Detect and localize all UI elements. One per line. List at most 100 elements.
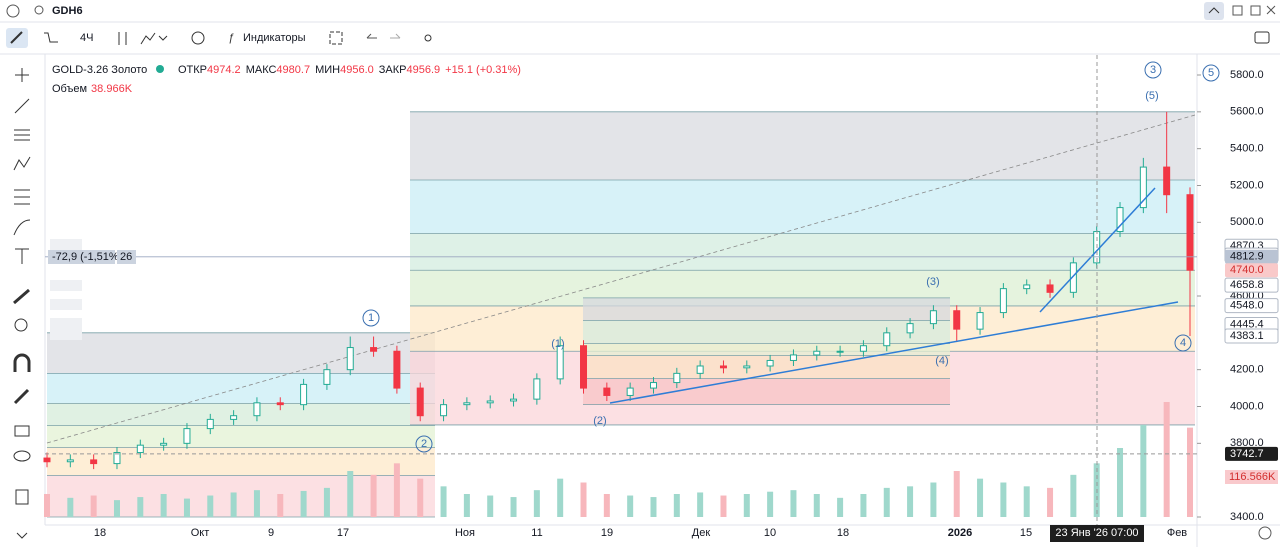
expand[interactable] bbox=[16, 532, 28, 539]
lock-draw[interactable] bbox=[13, 388, 30, 405]
volume-bar bbox=[440, 486, 447, 517]
price-tag-label: 4383.1 bbox=[1230, 330, 1264, 342]
delete-tool[interactable] bbox=[15, 489, 29, 505]
wave-label: (2) bbox=[593, 415, 606, 427]
candle-body bbox=[253, 402, 261, 417]
crosshair-tool[interactable] bbox=[15, 68, 29, 82]
lock-tool[interactable] bbox=[14, 425, 30, 437]
volume-bar bbox=[907, 486, 914, 517]
alert-row[interactable] bbox=[50, 239, 82, 250]
magnet-tool[interactable] bbox=[13, 353, 31, 372]
volume-bar bbox=[557, 478, 564, 517]
order-qty-box[interactable] bbox=[117, 250, 136, 264]
redo[interactable] bbox=[390, 33, 401, 39]
trend-dashed bbox=[46, 114, 1196, 444]
volume-row: Объем 38.966K bbox=[52, 83, 133, 95]
search-icon[interactable] bbox=[34, 5, 44, 15]
collapse-button[interactable] bbox=[1204, 2, 1224, 20]
compare-icon[interactable] bbox=[191, 31, 205, 45]
fib-band bbox=[583, 297, 950, 321]
volume-bar bbox=[697, 492, 704, 517]
candle-body bbox=[883, 332, 891, 347]
price-tag bbox=[1225, 263, 1278, 278]
price-tag-label: 3742.7 bbox=[1230, 448, 1264, 460]
symbol[interactable]: GDH6 bbox=[52, 5, 83, 17]
candle-body bbox=[906, 323, 914, 334]
pattern-tool[interactable] bbox=[13, 156, 31, 171]
volume-bar bbox=[977, 478, 984, 517]
candle-body bbox=[603, 387, 611, 396]
wave-label: 3 bbox=[1150, 64, 1156, 76]
alert-row[interactable] bbox=[50, 280, 82, 291]
y-tick-label: 5000.0 bbox=[1230, 216, 1264, 228]
wave-label: 2 bbox=[421, 438, 427, 450]
indicators-button[interactable]: Индикаторы bbox=[243, 32, 306, 44]
price-tag bbox=[1224, 277, 1279, 293]
chart-type-icon[interactable] bbox=[140, 32, 156, 45]
price-tag-label: 4445.4 bbox=[1230, 318, 1264, 330]
order-widget[interactable] bbox=[48, 250, 115, 264]
undo[interactable] bbox=[366, 33, 377, 39]
candle-body bbox=[300, 383, 308, 406]
price-tag bbox=[1225, 446, 1278, 461]
value: 38.966K bbox=[91, 83, 133, 95]
sidebar bbox=[13, 68, 31, 539]
candle-body bbox=[953, 310, 961, 330]
brush-tool[interactable] bbox=[13, 219, 31, 236]
y-tick-label: 5200.0 bbox=[1230, 179, 1264, 191]
volume-bar bbox=[393, 463, 400, 517]
chevron[interactable] bbox=[158, 35, 168, 41]
candle-body bbox=[649, 382, 657, 389]
ruler-tool[interactable] bbox=[13, 288, 30, 305]
candle-body bbox=[533, 378, 541, 400]
value: 4974.2 bbox=[207, 64, 241, 76]
label: ЗАКР bbox=[379, 64, 407, 76]
candle-body bbox=[1186, 194, 1194, 271]
label: Объем bbox=[52, 83, 87, 95]
alert-row[interactable] bbox=[50, 299, 82, 310]
window-button[interactable] bbox=[1250, 5, 1261, 16]
x-tick-label: 18 bbox=[94, 527, 106, 539]
ohlc: ОТКР4974.2 МАКС4980.7 МИН4956.0 ЗАКР4956.9 +… bbox=[178, 64, 521, 76]
volume-bar bbox=[1023, 486, 1030, 517]
symbol-name: GOLD-3.26 Золото bbox=[52, 64, 147, 76]
candle-body bbox=[813, 350, 821, 356]
candle-body bbox=[556, 345, 564, 380]
candle-body bbox=[43, 457, 51, 463]
candle-body bbox=[696, 365, 704, 374]
price-tag-label: 4658.8 bbox=[1230, 279, 1264, 291]
cart-icon[interactable] bbox=[44, 32, 58, 43]
price-tag-label: 4740.0 bbox=[1230, 264, 1264, 276]
candle-body bbox=[276, 402, 284, 406]
visibility-tool[interactable] bbox=[13, 450, 31, 462]
close-button[interactable] bbox=[1266, 5, 1276, 15]
text-tool[interactable] bbox=[15, 248, 29, 264]
trend-tool[interactable] bbox=[14, 98, 30, 114]
interval[interactable]: 4Ч bbox=[80, 32, 93, 44]
plot: 1 2 (1) (2) (3) (4) (5) 3 4 5 bbox=[43, 55, 1220, 525]
volume-bar bbox=[510, 497, 517, 517]
candle-icon[interactable] bbox=[118, 32, 127, 45]
volume-bar bbox=[487, 495, 494, 517]
y-tick-label: 3400.0 bbox=[1230, 511, 1264, 523]
replay-icon[interactable] bbox=[424, 34, 432, 42]
projection-tool[interactable] bbox=[14, 189, 30, 205]
wave-label: (4) bbox=[935, 355, 948, 367]
add-button[interactable] bbox=[6, 4, 20, 18]
price-tag bbox=[1224, 298, 1279, 314]
fib-tool[interactable] bbox=[14, 129, 30, 141]
fib-band bbox=[410, 233, 1195, 271]
screenshot[interactable] bbox=[1254, 31, 1270, 44]
candle-body bbox=[929, 310, 937, 325]
window-button[interactable] bbox=[1232, 5, 1243, 16]
settings[interactable] bbox=[1258, 526, 1272, 540]
fx-icon[interactable]: ƒ bbox=[228, 32, 234, 44]
zoom-tool[interactable] bbox=[14, 318, 28, 332]
wave-label: 5 bbox=[1208, 67, 1214, 79]
volume-bar bbox=[720, 495, 727, 517]
price-tag-label: 4812.9 bbox=[1230, 251, 1264, 263]
layout-icon[interactable] bbox=[329, 31, 343, 45]
alert-row[interactable] bbox=[50, 318, 82, 340]
wave-circle bbox=[1202, 64, 1220, 82]
